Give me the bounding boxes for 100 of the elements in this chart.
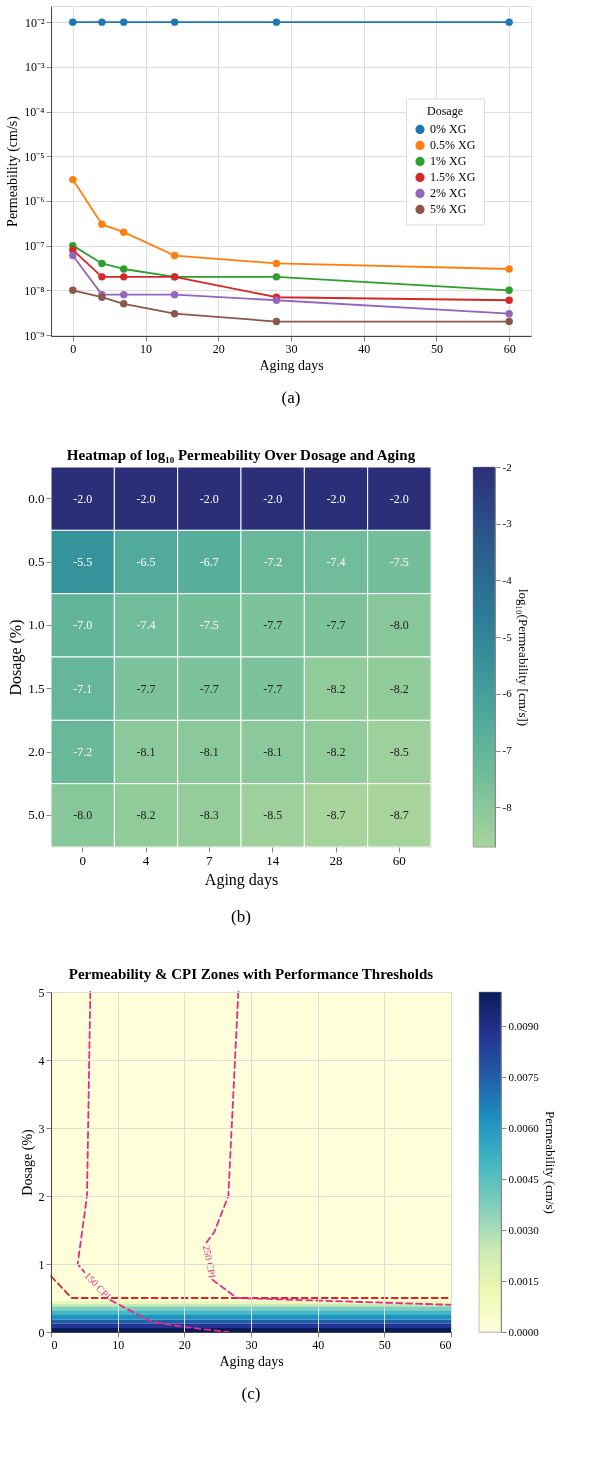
color-bar-label: -2 [502,460,512,473]
y-tick-label: 2.0 [28,744,45,759]
legend-title: Dosage [427,104,463,119]
data-label: -8.7 [326,808,346,823]
y-axis-title: Permeability (cm/s) [5,115,22,227]
data-label: -7.4 [136,618,156,633]
text: (b) [231,907,251,926]
data-label: -7.7 [326,618,346,633]
color-bar-label: 0.0060 [508,1121,540,1134]
data-label: -5.5 [73,555,93,569]
legend-label: 0% XG [430,122,467,137]
data-label: -8.7 [389,808,409,823]
legend-label: 1% XG [430,154,467,169]
color-bar-label: 0.0000 [508,1325,540,1338]
point [170,309,179,318]
y-tick-label: 0 [38,1325,45,1340]
text: (a) [281,388,301,407]
data-label: -8.5 [389,745,409,759]
y-tick-label: 1.5 [28,680,45,696]
data-label: -2.0 [263,491,283,506]
data-label: -7.0 [73,618,93,633]
data-label: -7.7 [263,618,283,633]
data-label: -8.2 [389,681,409,696]
point [69,251,77,260]
point [272,18,281,26]
point [120,18,128,26]
data-label: -7.5 [199,618,219,633]
x-tick-label: 20 [178,1337,191,1352]
y-tick-label: 10⁻⁸ [24,283,45,298]
point [272,259,281,268]
x-tick-label: 30 [285,341,298,356]
legend-label: 5% XG [430,202,467,217]
chart-title: Heatmap of log₁₀ Permeability Over Dosage and Aging [66,446,416,463]
point [272,317,281,326]
point [120,265,128,273]
y-tick-label: 10⁻⁷ [24,239,45,254]
point [69,175,77,184]
point [272,273,281,281]
point [120,273,128,281]
point [505,317,513,326]
point [98,220,106,228]
point [170,18,179,26]
color-bar-label: 0.0030 [508,1223,540,1236]
color-bar-title: log₁₀(Permeability [cm/s]) [515,588,531,727]
data-label: -6.5 [136,555,156,569]
x-tick-label: 28 [329,852,343,868]
color-bar-label: -7 [502,744,513,757]
y-axis-title: Dosage (%) [19,1128,36,1196]
color-bar-label: -3 [502,517,513,530]
y-tick-label: 10⁻⁶ [24,194,45,209]
x-tick-label: 0 [70,341,77,356]
x-tick-label: 30 [245,1337,258,1352]
data-label: -8.1 [263,745,283,759]
y-tick-label: 5.0 [28,807,45,823]
chart-title: Permeability & CPI Zones with Performance Thresholds [68,966,434,982]
y-tick-label: 10⁻⁵ [24,149,45,164]
data-label: -8.1 [199,745,219,759]
point [69,18,77,26]
data-label: -2.0 [389,491,409,506]
color-bar-label: 0.0075 [508,1070,540,1083]
data-label: -8.5 [263,808,283,823]
color-bar-label: 0.0045 [508,1172,540,1185]
color-bar-title: Permeability (cm/s) [542,1111,558,1214]
point [505,309,513,318]
x-tick-label: 7 [206,852,214,868]
legend-label: 2% XG [430,186,467,201]
data-label: -8.0 [389,618,409,633]
data-label: -2.0 [199,491,219,506]
text: (c) [241,1384,261,1403]
legend-label: 1.5% XG [430,170,476,185]
point [120,290,128,299]
data-label: -7.2 [263,555,283,569]
data-label: -8.0 [73,808,93,823]
data-label: -8.3 [199,808,219,823]
x-tick-label: 4 [142,852,150,868]
color-bar-label: -4 [502,573,513,586]
y-tick-label: 1.0 [28,617,45,633]
x-tick-label: 40 [358,341,371,356]
point [98,18,106,26]
y-tick-label: 1 [38,1257,45,1272]
x-axis-title: Aging days [219,1353,284,1369]
x-tick-label: 10 [140,341,153,356]
x-tick-label: 0 [51,1337,58,1352]
data-label: -7.7 [199,681,219,696]
y-tick-label: 3 [38,1121,45,1136]
y-tick-label: 10⁻⁹ [24,328,45,343]
y-tick-label: 10⁻³ [24,60,45,75]
data-label: -7.4 [326,555,346,569]
y-tick-label: 10⁻² [24,15,45,30]
data-label: -8.2 [326,681,346,696]
y-tick-label: 2 [38,1189,45,1204]
point [69,286,77,295]
x-tick-label: 50 [430,341,443,356]
y-tick-label: 0.5 [28,554,45,569]
color-bar-label: -5 [502,630,513,643]
data-label: -2.0 [73,491,93,506]
legend-label: 0.5% XG [430,138,476,153]
color-bar-label: -8 [502,800,513,813]
x-tick-label: 60 [392,852,406,868]
text: 150 CPI [82,1269,113,1302]
